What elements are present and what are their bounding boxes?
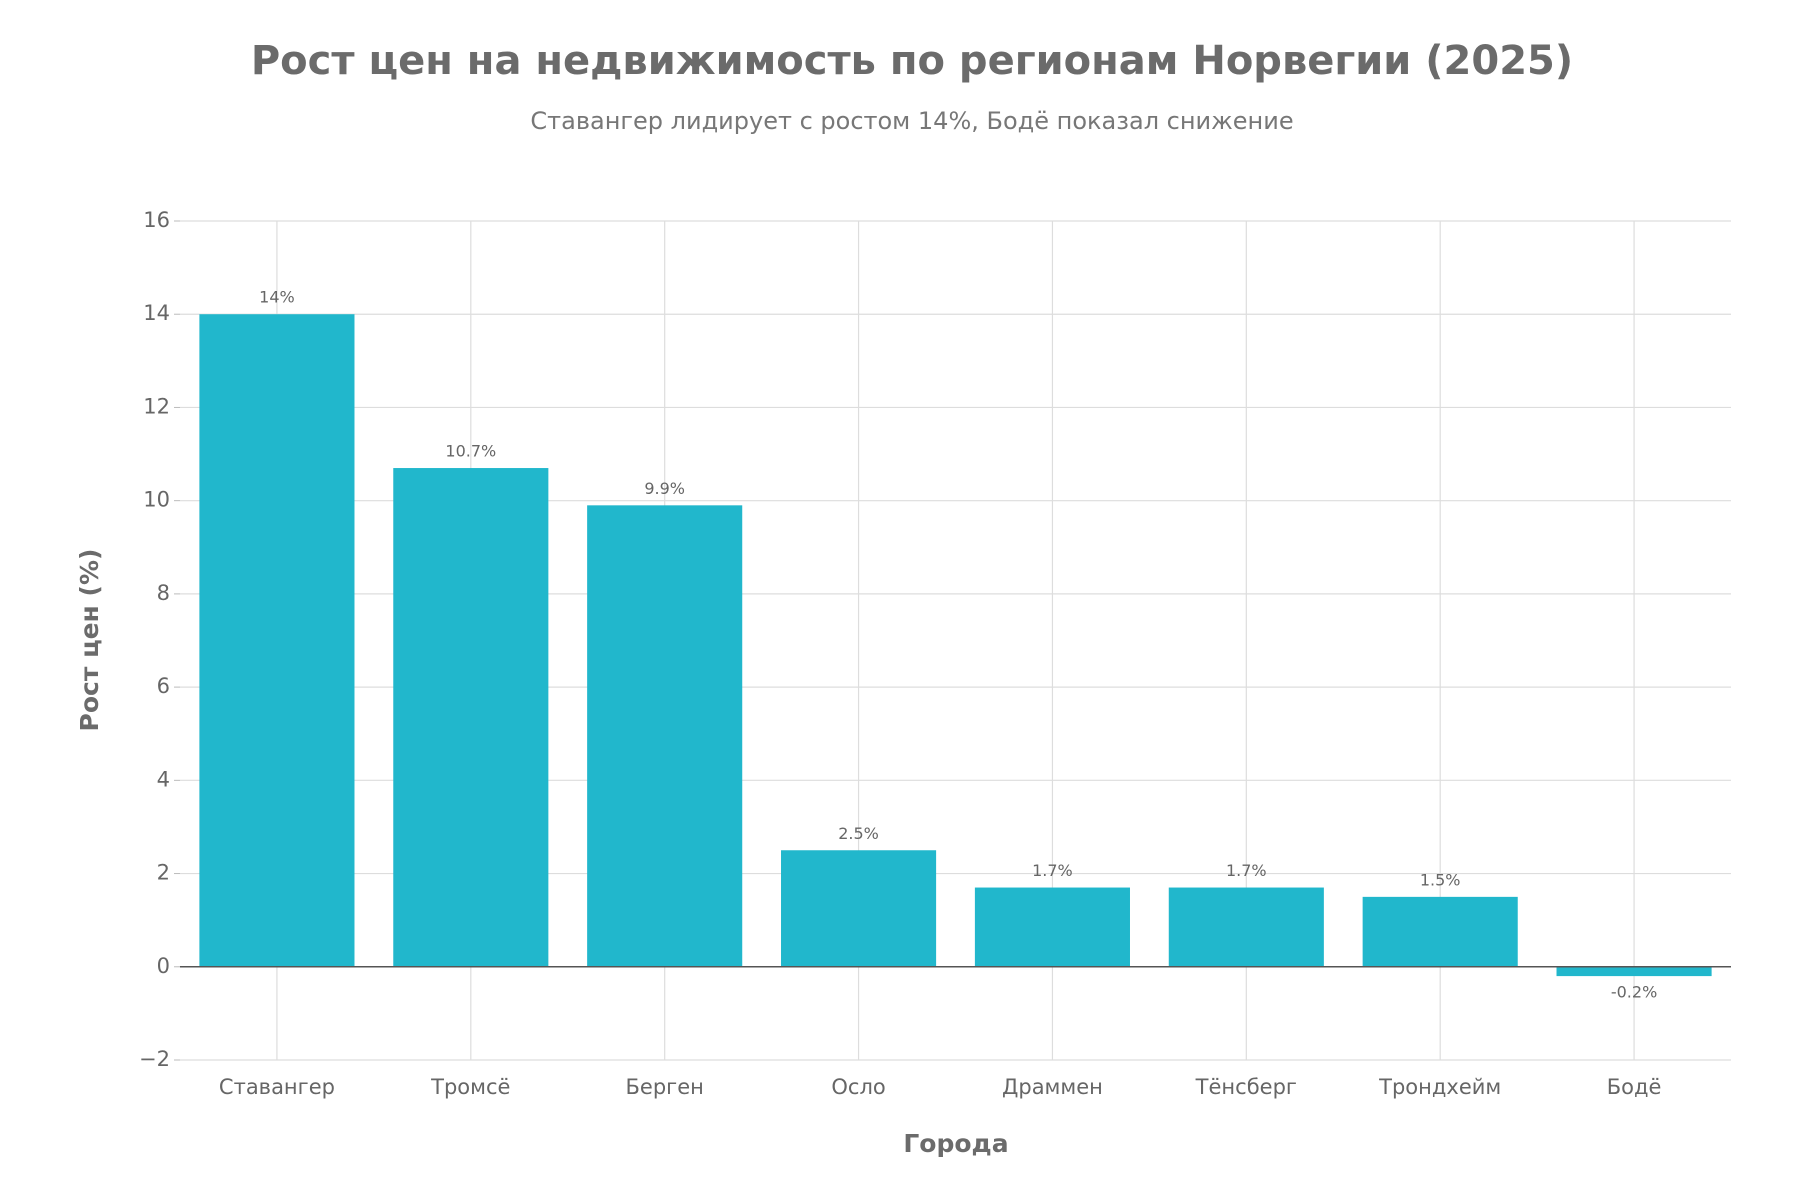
y-tick-label: 8: [157, 581, 170, 605]
bar: [781, 850, 937, 967]
x-tick-label: Драммен: [1002, 1075, 1103, 1099]
y-tick-label: 6: [157, 674, 170, 698]
value-label: 1.5%: [1420, 870, 1461, 889]
y-tick-label: −2: [139, 1047, 170, 1071]
x-tick-label: Тёнсберг: [1195, 1075, 1297, 1099]
x-tick-label: Ставангер: [219, 1075, 335, 1099]
bar: [199, 314, 355, 967]
value-label: 10.7%: [445, 442, 496, 461]
y-tick-label: 12: [143, 394, 170, 418]
y-tick-label: 16: [143, 208, 170, 232]
y-tick-label: 2: [157, 861, 170, 885]
x-tick-label: Трондхейм: [1378, 1075, 1501, 1099]
y-axis-title: Рост цен (%): [75, 549, 104, 732]
y-tick-label: 14: [143, 301, 170, 325]
value-label: 1.7%: [1032, 861, 1073, 880]
y-tick-label: 4: [157, 767, 170, 791]
value-label: 9.9%: [644, 479, 685, 498]
value-label: -0.2%: [1611, 983, 1657, 1002]
chart-title: Рост цен на недвижимость по регионам Нор…: [251, 38, 1573, 84]
value-label: 14%: [259, 288, 295, 307]
x-tick-label: Берген: [626, 1075, 704, 1099]
x-tick-label: Осло: [831, 1075, 885, 1099]
x-tick-label: Бодё: [1607, 1075, 1662, 1099]
bar: [974, 887, 1130, 967]
bar: [587, 505, 743, 967]
x-axis-title: Города: [903, 1129, 1008, 1158]
bar: [393, 468, 549, 967]
value-label: 2.5%: [838, 824, 879, 843]
bar: [1362, 896, 1518, 967]
y-tick-label: 10: [143, 488, 170, 512]
bar: [1168, 887, 1324, 967]
bar: [1556, 966, 1712, 977]
y-tick-label: 0: [157, 954, 170, 978]
chart-subtitle: Ставангер лидирует с ростом 14%, Бодё по…: [530, 107, 1293, 135]
value-label: 1.7%: [1226, 861, 1267, 880]
x-tick-label: Тромсё: [430, 1075, 510, 1099]
